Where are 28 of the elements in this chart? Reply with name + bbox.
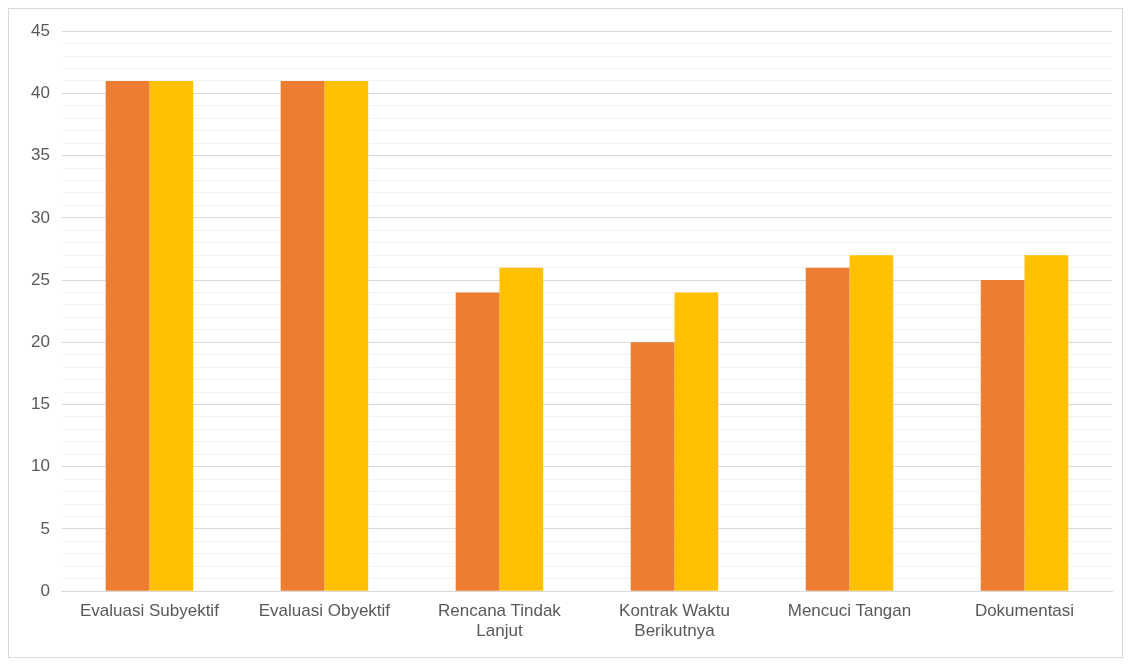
x-tick-label: Rencana Tindak Lanjut	[438, 601, 562, 641]
y-tick-label: 5	[40, 518, 50, 538]
x-tick-label: Mencuci Tangan	[787, 601, 912, 621]
bar	[630, 342, 675, 591]
y-tick-label: 30	[30, 207, 50, 227]
y-tick-label: 45	[30, 20, 50, 40]
bar	[674, 292, 719, 591]
y-tick-label: 40	[30, 83, 50, 103]
x-tick-label: Kontrak Waktu Berikutnya	[619, 601, 730, 641]
bar	[805, 267, 850, 591]
bar	[324, 80, 369, 591]
bar	[149, 80, 194, 591]
x-tick-label: Evaluasi Subyektif	[79, 601, 220, 621]
bar	[499, 267, 544, 591]
y-tick-label: 0	[40, 580, 50, 600]
bar	[105, 80, 150, 591]
bar	[849, 255, 894, 591]
y-tick-label: 25	[30, 269, 50, 289]
bar	[1024, 255, 1069, 591]
bar	[980, 280, 1025, 591]
y-tick-label: 15	[30, 394, 50, 414]
bar	[280, 80, 325, 591]
y-tick-label: 10	[30, 456, 50, 476]
y-tick-label: 20	[30, 332, 50, 351]
bar	[455, 292, 500, 591]
x-tick-label: Dokumentasi	[974, 601, 1075, 621]
x-tick-label: Evaluasi Obyektif	[258, 601, 391, 621]
y-tick-label: 35	[30, 145, 50, 165]
